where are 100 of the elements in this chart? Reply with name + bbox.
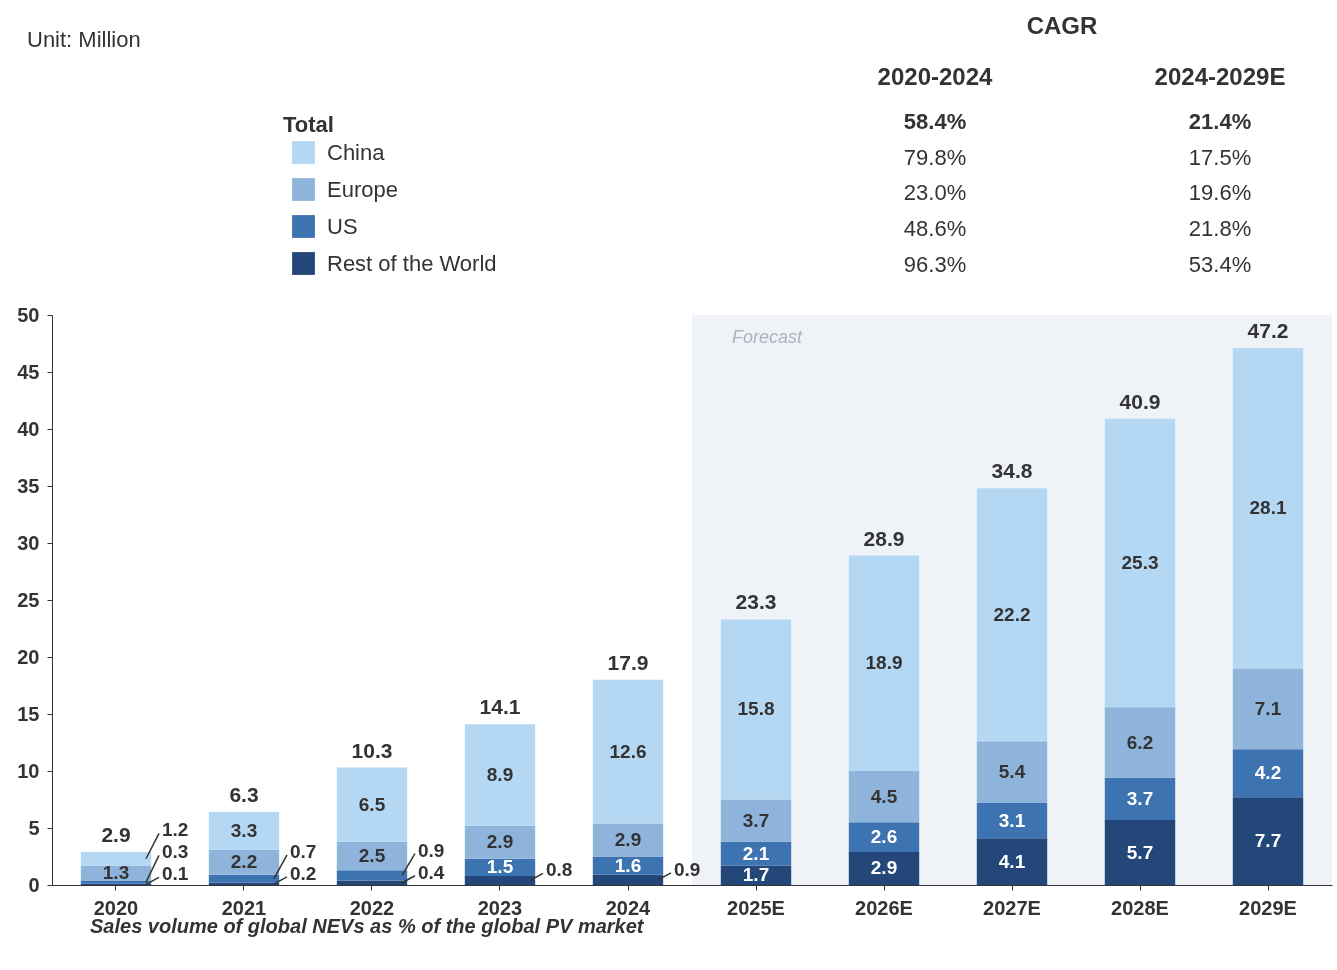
bar [1104, 820, 1176, 885]
bar [976, 838, 1048, 885]
data-label: 15.8 [737, 698, 775, 720]
data-label: 1.6 [614, 854, 642, 876]
legend-label: Rest of the World [327, 250, 497, 276]
data-label: 0.4 [418, 861, 445, 883]
bar [592, 679, 664, 824]
data-label: 0.2 [290, 862, 317, 884]
data-label: 2.5 [358, 844, 386, 866]
y-tick-label: 35 [17, 474, 40, 497]
text: 53.4% [1188, 252, 1252, 277]
bar [80, 851, 152, 866]
data-label: 2.9 [870, 857, 898, 879]
data-label: 0.9 [418, 839, 445, 861]
bar [720, 619, 792, 800]
data-label: 1.2 [162, 819, 189, 841]
data-label: 0.9 [674, 858, 701, 880]
bar [1232, 668, 1304, 750]
total-label: 28.9 [863, 526, 905, 550]
text: Unit: Million [27, 27, 141, 52]
bar [848, 851, 920, 885]
legend-label: US [327, 213, 358, 239]
data-label: 25.3 [1121, 551, 1159, 573]
x-tick-label: 2028E [1111, 896, 1169, 919]
total-label: 34.8 [991, 459, 1033, 483]
y-tick-label: 0 [28, 873, 40, 896]
y-tick-label: 15 [17, 702, 40, 725]
text: 96.3% [903, 252, 967, 277]
data-label: 3.1 [998, 809, 1026, 831]
bar [464, 875, 536, 885]
data-label: 2.9 [486, 831, 514, 853]
total-label: 6.3 [229, 783, 259, 807]
text: CAGR [1026, 12, 1098, 39]
bar [848, 555, 920, 771]
data-label: 4.1 [998, 850, 1026, 872]
data-label: 6.2 [1126, 731, 1154, 753]
data-label: 2.2 [230, 851, 258, 873]
bar [1104, 707, 1176, 778]
bar [1232, 348, 1304, 669]
bar [336, 880, 408, 885]
data-label: 4.2 [1254, 762, 1282, 784]
bar [976, 488, 1048, 742]
x-tick-label: 2027E [983, 896, 1041, 919]
bar [848, 771, 920, 823]
data-label: 7.7 [1254, 830, 1282, 852]
total-label: 14.1 [479, 695, 521, 719]
total-label: 47.2 [1247, 319, 1289, 343]
x-tick-label: 2025E [727, 896, 785, 919]
legend-label: China [327, 139, 386, 165]
text: 23.0% [903, 180, 967, 205]
text: 17.5% [1188, 145, 1252, 170]
y-tick-label: 5 [28, 816, 40, 839]
bar [1232, 749, 1304, 798]
total-label: 17.9 [607, 650, 649, 674]
data-label: 2.1 [742, 842, 770, 864]
total-label: 23.3 [735, 590, 777, 614]
bar [976, 802, 1048, 839]
bar [208, 812, 280, 850]
text: 58.4% [903, 109, 967, 134]
data-label: 0.7 [290, 840, 317, 862]
y-tick-label: 40 [17, 417, 40, 440]
data-label: 3.7 [1126, 787, 1154, 809]
y-tick-label: 20 [17, 645, 40, 668]
bar [1232, 797, 1304, 885]
y-tick-label: 30 [17, 531, 40, 554]
data-label: 0.8 [546, 859, 573, 881]
x-tick-label: 2026E [855, 896, 913, 919]
x-tick-label: 2029E [1239, 896, 1297, 919]
bar [592, 823, 664, 857]
data-label: 3.3 [230, 819, 258, 841]
data-label: 0.1 [162, 863, 189, 885]
text: 19.6% [1188, 180, 1252, 205]
bar [208, 874, 280, 883]
data-label: 5.4 [998, 761, 1026, 783]
data-label: 2.6 [870, 826, 898, 848]
legend-label: Europe [327, 176, 398, 202]
data-label: 2.9 [614, 828, 642, 850]
data-label: 22.2 [993, 603, 1031, 625]
bar [1104, 418, 1176, 708]
data-label: 1.7 [742, 864, 770, 886]
data-label: 5.7 [1126, 841, 1154, 863]
y-tick-label: 10 [17, 759, 40, 782]
bar [464, 724, 536, 826]
bar [464, 825, 536, 859]
bar [976, 741, 1048, 803]
data-label: 7.1 [1254, 697, 1282, 719]
band-label: Forecast [732, 327, 804, 347]
total-label: 40.9 [1119, 389, 1161, 413]
data-label: 0.3 [162, 841, 189, 863]
bar [336, 870, 408, 881]
data-label: 1.3 [102, 862, 130, 884]
total-label: 2.9 [101, 822, 131, 846]
data-label: 4.5 [870, 785, 898, 807]
y-tick-label: 25 [17, 588, 40, 611]
text: 79.8% [903, 145, 967, 170]
bar [848, 822, 920, 852]
text: 2024-2029E [1154, 63, 1286, 90]
text: 48.6% [903, 216, 967, 241]
bar [592, 874, 664, 885]
data-label: 8.9 [486, 763, 514, 785]
